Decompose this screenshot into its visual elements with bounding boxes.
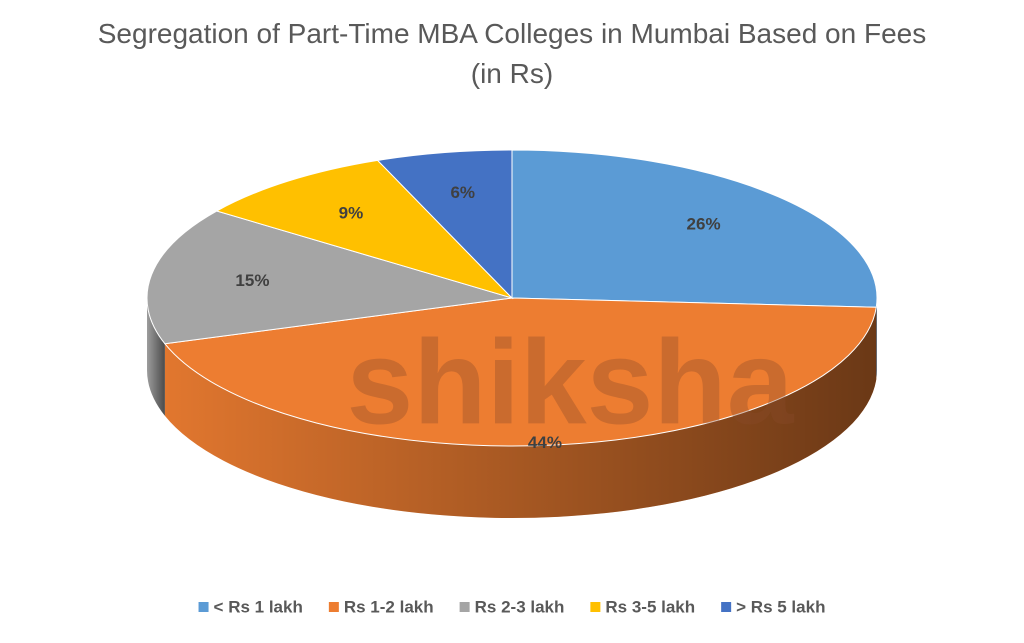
slice-side-shade	[876, 298, 877, 380]
slice	[376, 149, 513, 300]
slice	[511, 149, 878, 308]
data-label: 44%	[528, 433, 562, 452]
legend-label: Rs 1-2 lakh	[344, 597, 434, 616]
chart-title: Segregation of Part-Time MBA Colleges in…	[97, 18, 927, 89]
watermark: shiksha	[347, 316, 795, 450]
slice-side-shade	[147, 298, 165, 416]
legend-label: Rs 3-5 lakh	[605, 597, 695, 616]
slice	[146, 210, 513, 345]
legend-label: > Rs 5 lakh	[736, 597, 825, 616]
data-label: 15%	[235, 271, 269, 290]
slice	[163, 297, 877, 447]
legend-swatch	[459, 602, 470, 612]
legend-label: Rs 2-3 lakh	[475, 597, 565, 616]
legend-label: < Rs 1 lakh	[214, 597, 303, 616]
slice-side-shade	[164, 307, 877, 519]
data-label: 6%	[450, 183, 475, 202]
legend: < Rs 1 lakh Rs 1-2 lakh Rs 2-3 lakh Rs 3-5 …	[198, 597, 825, 616]
data-label: 9%	[339, 203, 364, 222]
slice	[215, 159, 514, 300]
legend-swatch	[721, 602, 732, 612]
legend-swatch	[590, 602, 601, 612]
legend-swatch	[328, 602, 339, 612]
data-label: 26%	[687, 215, 721, 234]
legend-swatch	[198, 602, 209, 612]
